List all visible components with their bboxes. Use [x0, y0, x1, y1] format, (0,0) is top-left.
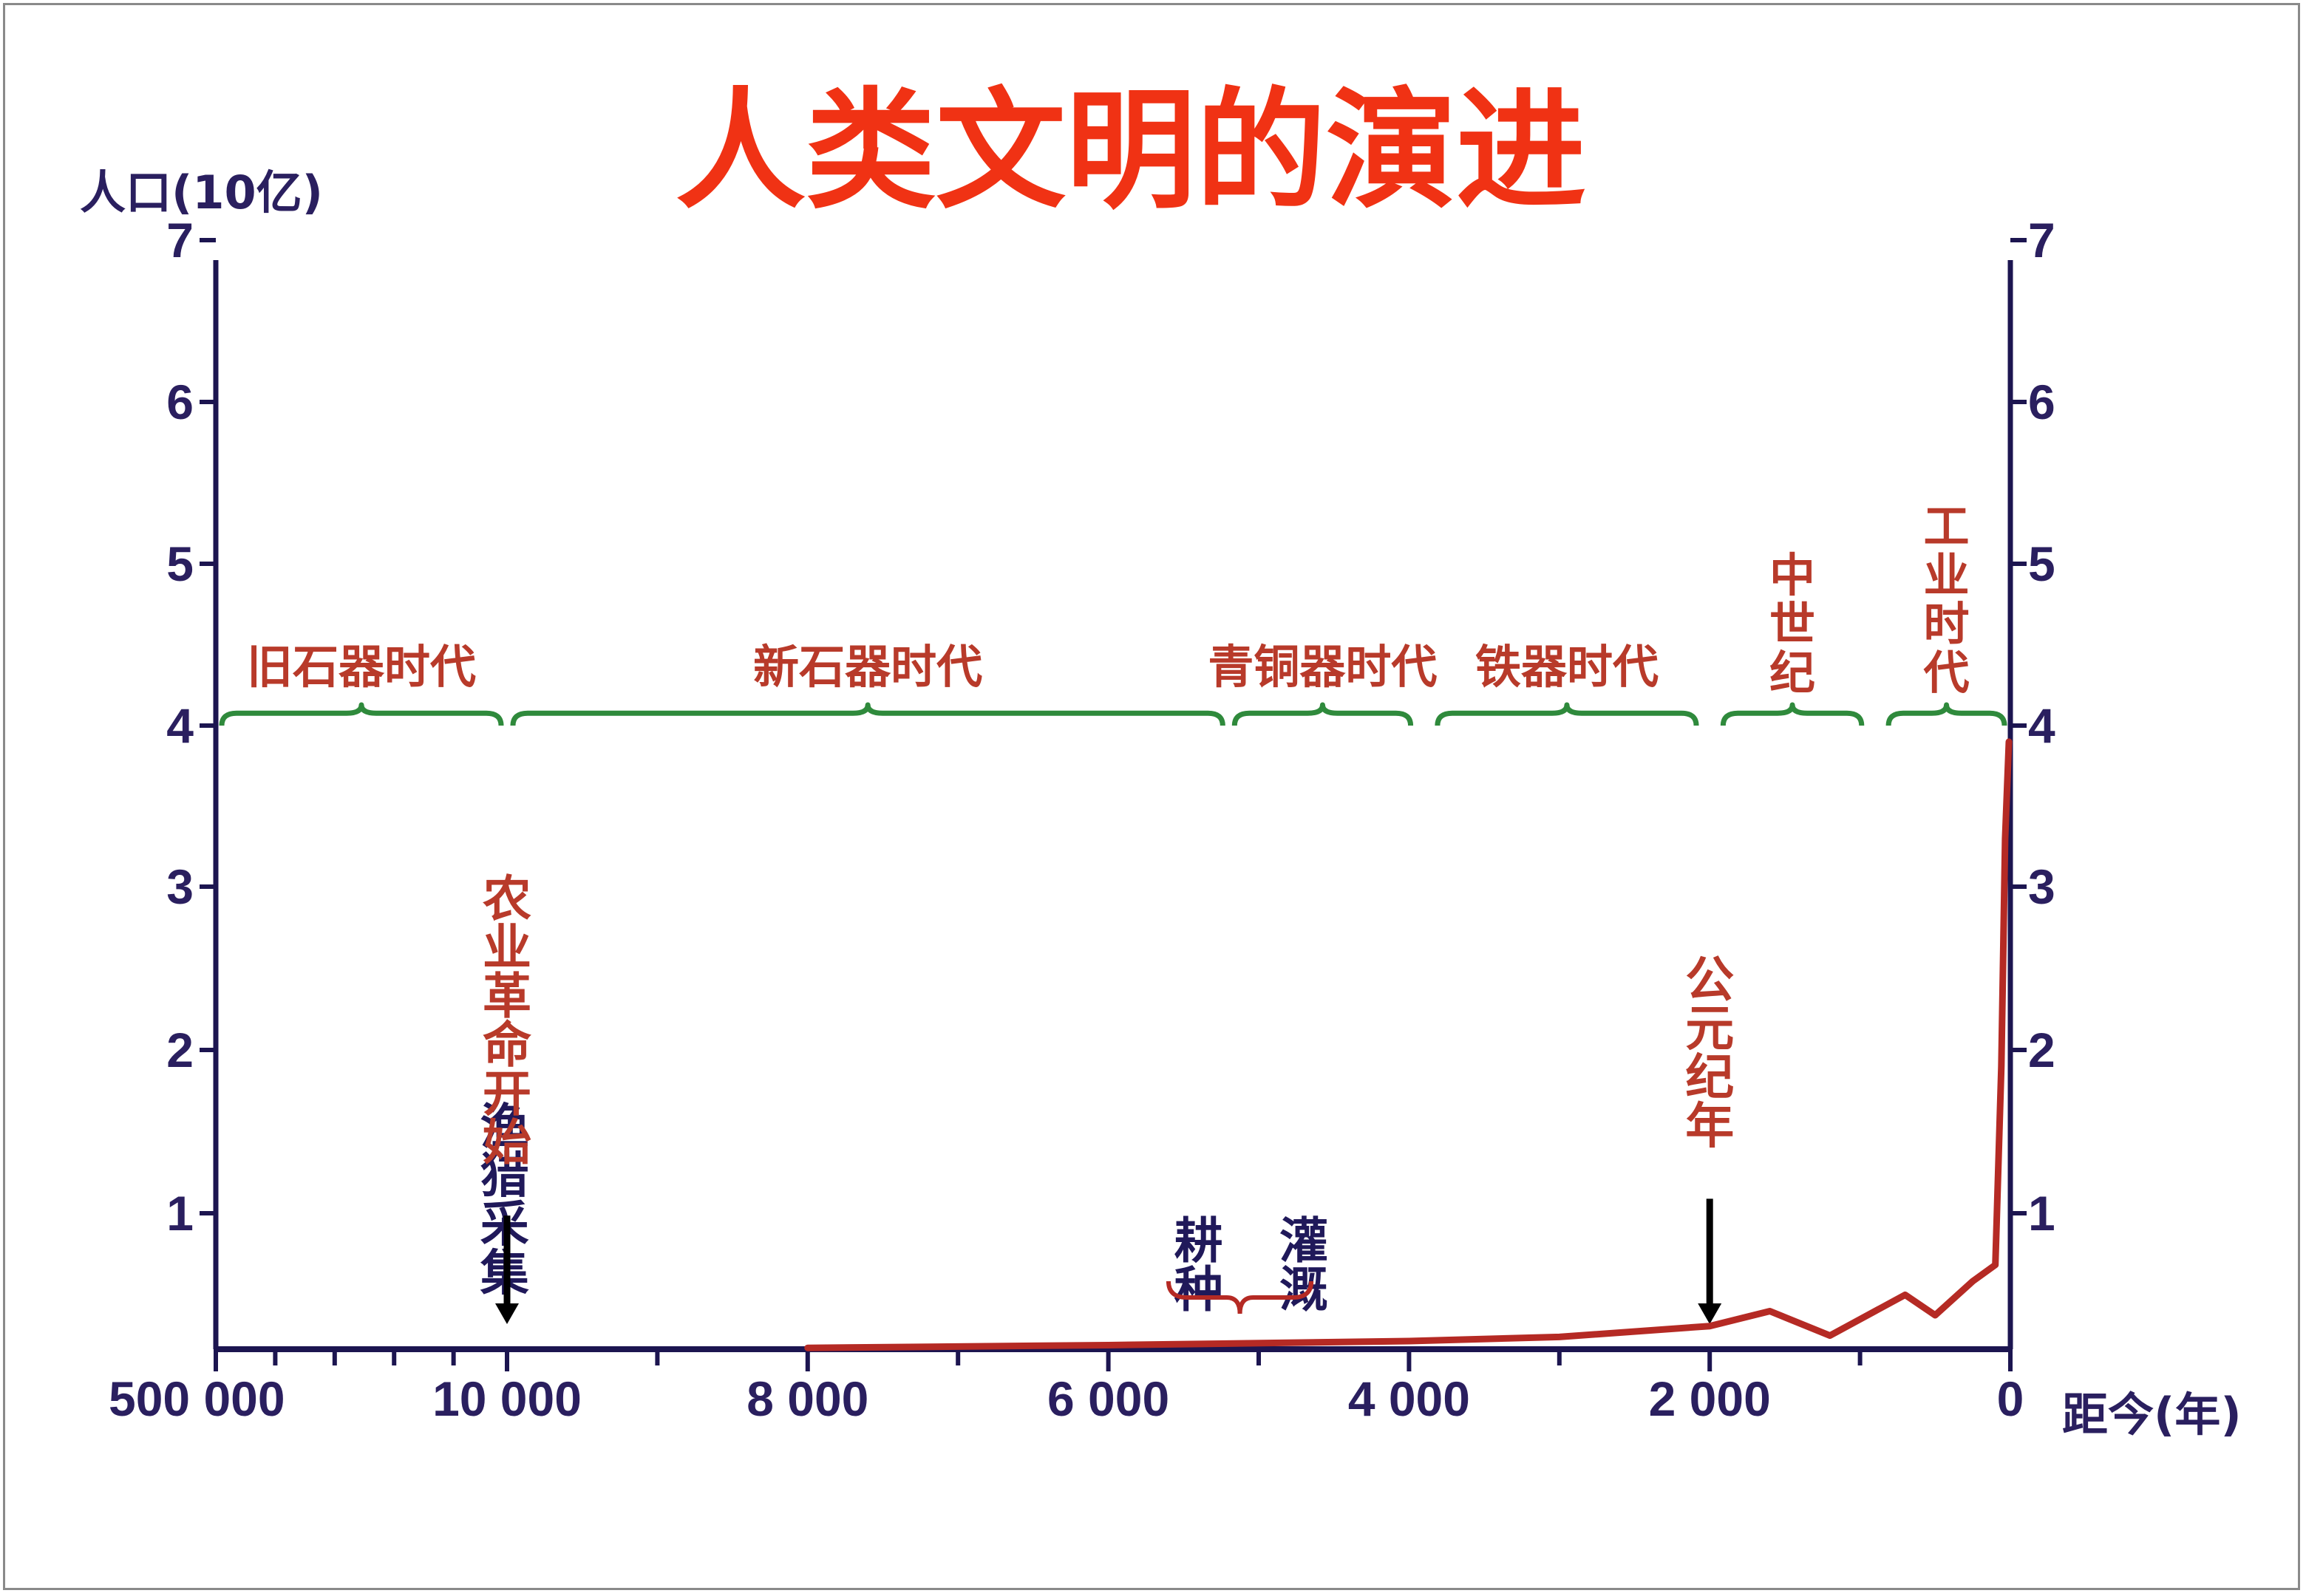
slide-border [3, 3, 2300, 1590]
annotations: 渔猎采集农业革命开始耕种灌溉公元纪年 [480, 870, 1734, 1324]
era-brace [1435, 702, 1699, 726]
population-point [1971, 1280, 1975, 1283]
y-tick-label-left: 2 [166, 1023, 194, 1077]
population-line [804, 738, 2013, 1351]
y-tick-label-right: 5 [2028, 536, 2055, 591]
era-label: 青铜器时代 [1208, 640, 1437, 694]
y-tick-label-right: 4 [2028, 698, 2055, 753]
farming-brace [1166, 1280, 1314, 1314]
era-braces [219, 702, 2007, 726]
y-tick-label-left: 1 [166, 1186, 194, 1241]
y-tick-label-right: 1 [2028, 1186, 2055, 1241]
y-tick-label-left: 6 [166, 375, 194, 429]
population-point [1903, 1293, 1907, 1297]
era-brace [1885, 702, 2007, 726]
era-label: 旧石器时代 [247, 640, 476, 694]
population-point [1933, 1314, 1937, 1317]
y-tick-label-right: 6 [2028, 375, 2055, 429]
era-label: 工业时代 [1923, 499, 1970, 700]
x-tick-label: 2 000 [1649, 1371, 1771, 1426]
x-tick-label: 6 000 [1047, 1371, 1169, 1426]
era-brace [1231, 702, 1414, 726]
era-label: 中世纪 [1769, 548, 1815, 700]
y-tick-label-right: 2 [2028, 1023, 2055, 1077]
population-point [1708, 1324, 1712, 1328]
era-brace [510, 702, 1225, 726]
era-label: 新石器时代 [753, 640, 982, 694]
population-point [2003, 837, 2007, 841]
annotation-arrow-head [1698, 1303, 1722, 1324]
era-brace [219, 702, 504, 726]
y-tick-label-left: 7 [166, 213, 194, 267]
population-point [1407, 1339, 1411, 1343]
x-axis-label: 距今(年) [2062, 1388, 2242, 1442]
annotation-arrow-head [495, 1303, 519, 1324]
y-tick-label-right: 3 [2028, 859, 2055, 914]
series-group [804, 738, 2013, 1351]
x-tick-label: 10 000 [432, 1371, 582, 1426]
population-point [1768, 1309, 1772, 1313]
era-labels: 旧石器时代 新石器时代 青铜器时代 铁器时代 中世纪 工业时代 [247, 499, 1970, 700]
chart-title: 人类文明的演进 [676, 75, 1586, 227]
axes-group: 1 1 2 2 3 3 4 4 5 5 6 6 7 7 500 000 10 000 8 000 6 000 4 0… [109, 213, 2055, 1426]
x-tick-label: 0 [1997, 1371, 2024, 1426]
population-point [1999, 1065, 2003, 1068]
y-tick-label-left: 4 [166, 698, 194, 753]
annotation-label: 公元纪年 [1685, 951, 1734, 1154]
era-label: 铁器时代 [1475, 640, 1659, 694]
annotation-label: 灌溉 [1279, 1213, 1328, 1318]
population-point [1993, 1263, 1997, 1266]
population-point [2007, 740, 2010, 743]
annotation-label: 农业革命开始 [483, 870, 531, 1171]
y-tick-label-left: 5 [166, 536, 194, 591]
annotation-label: 耕种 [1174, 1213, 1223, 1318]
x-tick-label: 4 000 [1348, 1371, 1470, 1426]
y-axis-label: 人口(10亿) [80, 166, 323, 219]
era-brace [1720, 702, 1865, 726]
population-point [1828, 1334, 1831, 1337]
x-tick-label: 500 000 [109, 1371, 285, 1426]
y-tick-label-left: 3 [166, 859, 194, 914]
y-tick-label-right: 7 [2028, 213, 2055, 267]
population-point [806, 1346, 809, 1350]
population-point [1106, 1343, 1110, 1347]
x-tick-label: 8 000 [746, 1371, 868, 1426]
population-point [1557, 1335, 1561, 1339]
